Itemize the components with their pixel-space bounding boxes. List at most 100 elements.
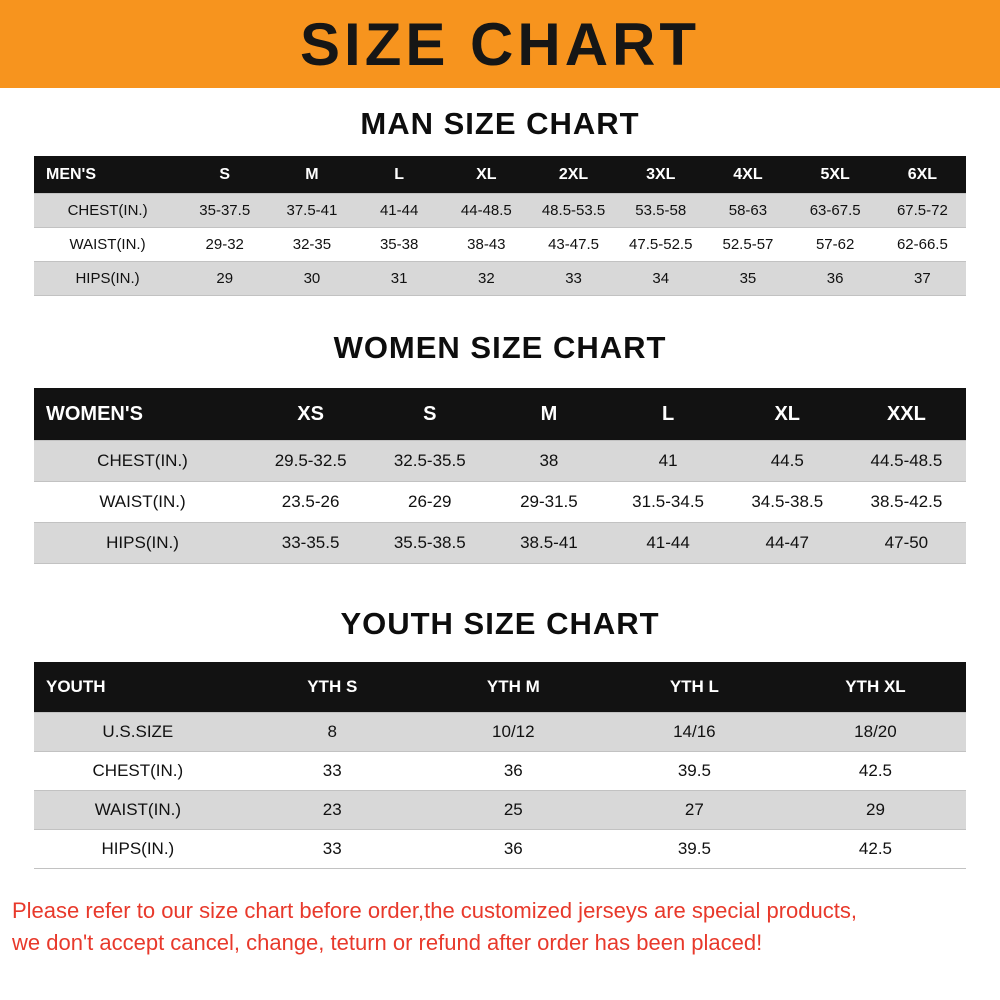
- size-value-cell: 47.5-52.5: [617, 227, 705, 262]
- size-value-cell: 44-47: [727, 522, 847, 564]
- column-header: 3XL: [617, 156, 705, 194]
- banner-title: SIZE CHART: [300, 10, 700, 78]
- column-header: XS: [251, 388, 371, 441]
- row-label: CHEST(IN.): [34, 751, 242, 791]
- size-value-cell: 35.5-38.5: [370, 522, 490, 564]
- size-value-cell: 18/20: [784, 712, 966, 752]
- size-value-cell: 31: [355, 261, 443, 296]
- table-row: HIPS(IN.) 33 36 39.5 42.5: [34, 829, 966, 869]
- size-value-cell: 30: [268, 261, 356, 296]
- size-value-cell: 44.5: [727, 440, 847, 482]
- table-header-label: WOMEN'S: [34, 388, 252, 441]
- row-label: CHEST(IN.): [34, 193, 182, 228]
- size-value-cell: 41-44: [355, 193, 443, 228]
- row-label: U.S.SIZE: [34, 712, 242, 752]
- table-row: CHEST(IN.) 35-37.5 37.5-41 41-44 44-48.5 48.5…: [34, 193, 966, 228]
- size-value-cell: 53.5-58: [617, 193, 705, 228]
- women-size-section: WOMEN SIZE CHART WOMEN'S XS S M L XL XXL CHEST(I…: [0, 330, 1000, 564]
- size-value-cell: 29: [181, 261, 269, 296]
- column-header: XL: [727, 388, 847, 441]
- column-header: XXL: [846, 388, 966, 441]
- size-value-cell: 34: [617, 261, 705, 296]
- youth-size-section: YOUTH SIZE CHART YOUTH YTH S YTH M YTH L YTH …: [0, 606, 1000, 869]
- size-value-cell: 29.5-32.5: [251, 440, 371, 482]
- size-value-cell: 37: [878, 261, 966, 296]
- row-label: WAIST(IN.): [34, 481, 252, 523]
- column-header: L: [355, 156, 443, 194]
- youth-size-table: YOUTH YTH S YTH M YTH L YTH XL U.S.SIZE 8 10/12…: [34, 662, 966, 869]
- size-value-cell: 36: [422, 751, 604, 791]
- size-value-cell: 47-50: [846, 522, 966, 564]
- size-value-cell: 39.5: [603, 751, 785, 791]
- column-header: 4XL: [704, 156, 792, 194]
- size-value-cell: 36: [791, 261, 879, 296]
- size-value-cell: 35-38: [355, 227, 443, 262]
- size-value-cell: 8: [241, 712, 423, 752]
- size-value-cell: 62-66.5: [878, 227, 966, 262]
- size-value-cell: 37.5-41: [268, 193, 356, 228]
- column-header: S: [181, 156, 269, 194]
- column-header: M: [489, 388, 609, 441]
- size-value-cell: 27: [603, 790, 785, 830]
- column-header: S: [370, 388, 490, 441]
- table-row: HIPS(IN.) 29 30 31 32 33 34 35 36 37: [34, 261, 966, 296]
- youth-section-title: YOUTH SIZE CHART: [340, 606, 660, 641]
- table-row: WAIST(IN.) 23 25 27 29: [34, 790, 966, 830]
- size-value-cell: 32: [442, 261, 530, 296]
- size-value-cell: 38.5-41: [489, 522, 609, 564]
- women-section-title: WOMEN SIZE CHART: [333, 330, 667, 365]
- size-value-cell: 48.5-53.5: [529, 193, 618, 228]
- table-row: U.S.SIZE 8 10/12 14/16 18/20: [34, 712, 966, 752]
- size-value-cell: 57-62: [791, 227, 879, 262]
- column-header: 2XL: [529, 156, 618, 194]
- size-value-cell: 43-47.5: [529, 227, 618, 262]
- table-header-label: MEN'S: [34, 156, 182, 194]
- row-label: HIPS(IN.): [34, 261, 182, 296]
- size-chart-sections: MAN SIZE CHART MEN'S S M L XL 2XL 3XL 4XL 5XL 6XL C…: [0, 106, 1000, 869]
- size-value-cell: 23.5-26: [251, 481, 371, 523]
- size-value-cell: 42.5: [784, 829, 966, 869]
- size-value-cell: 33: [241, 829, 423, 869]
- size-value-cell: 29-32: [181, 227, 269, 262]
- men-section-title: MAN SIZE CHART: [360, 106, 640, 141]
- table-header-row: WOMEN'S XS S M L XL XXL: [34, 388, 966, 441]
- size-value-cell: 36: [422, 829, 604, 869]
- size-value-cell: 32-35: [268, 227, 356, 262]
- size-value-cell: 63-67.5: [791, 193, 879, 228]
- size-value-cell: 42.5: [784, 751, 966, 791]
- size-value-cell: 10/12: [422, 712, 604, 752]
- row-label: WAIST(IN.): [34, 790, 242, 830]
- size-value-cell: 26-29: [370, 481, 490, 523]
- column-header: 6XL: [878, 156, 966, 194]
- column-header: XL: [442, 156, 530, 194]
- column-header: 5XL: [791, 156, 879, 194]
- size-value-cell: 35: [704, 261, 792, 296]
- size-value-cell: 67.5-72: [878, 193, 966, 228]
- size-value-cell: 31.5-34.5: [608, 481, 728, 523]
- size-value-cell: 32.5-35.5: [370, 440, 490, 482]
- column-header: YTH S: [241, 662, 423, 713]
- table-header-label: YOUTH: [34, 662, 242, 713]
- men-size-table: MEN'S S M L XL 2XL 3XL 4XL 5XL 6XL CHEST(IN.) 35-37…: [34, 156, 966, 296]
- size-value-cell: 25: [422, 790, 604, 830]
- column-header: YTH M: [422, 662, 604, 713]
- table-header-row: YOUTH YTH S YTH M YTH L YTH XL: [34, 662, 966, 713]
- size-value-cell: 29-31.5: [489, 481, 609, 523]
- size-value-cell: 14/16: [603, 712, 785, 752]
- table-row: CHEST(IN.) 29.5-32.5 32.5-35.5 38 41 44.5 44.5…: [34, 440, 966, 482]
- size-chart-banner: SIZE CHART: [0, 0, 1000, 88]
- table-row: WAIST(IN.) 23.5-26 26-29 29-31.5 31.5-34.5 34…: [34, 481, 966, 523]
- size-value-cell: 38-43: [442, 227, 530, 262]
- column-header: YTH L: [603, 662, 785, 713]
- size-value-cell: 35-37.5: [181, 193, 269, 228]
- size-value-cell: 34.5-38.5: [727, 481, 847, 523]
- row-label: CHEST(IN.): [34, 440, 252, 482]
- men-size-section: MAN SIZE CHART MEN'S S M L XL 2XL 3XL 4XL 5XL 6XL C…: [0, 106, 1000, 296]
- footer-note-line-1: Please refer to our size chart before or…: [12, 898, 857, 923]
- size-value-cell: 44.5-48.5: [846, 440, 966, 482]
- column-header: L: [608, 388, 728, 441]
- size-value-cell: 39.5: [603, 829, 785, 869]
- footer-note: Please refer to our size chart before or…: [0, 895, 1000, 959]
- row-label: HIPS(IN.): [34, 829, 242, 869]
- size-value-cell: 41-44: [608, 522, 728, 564]
